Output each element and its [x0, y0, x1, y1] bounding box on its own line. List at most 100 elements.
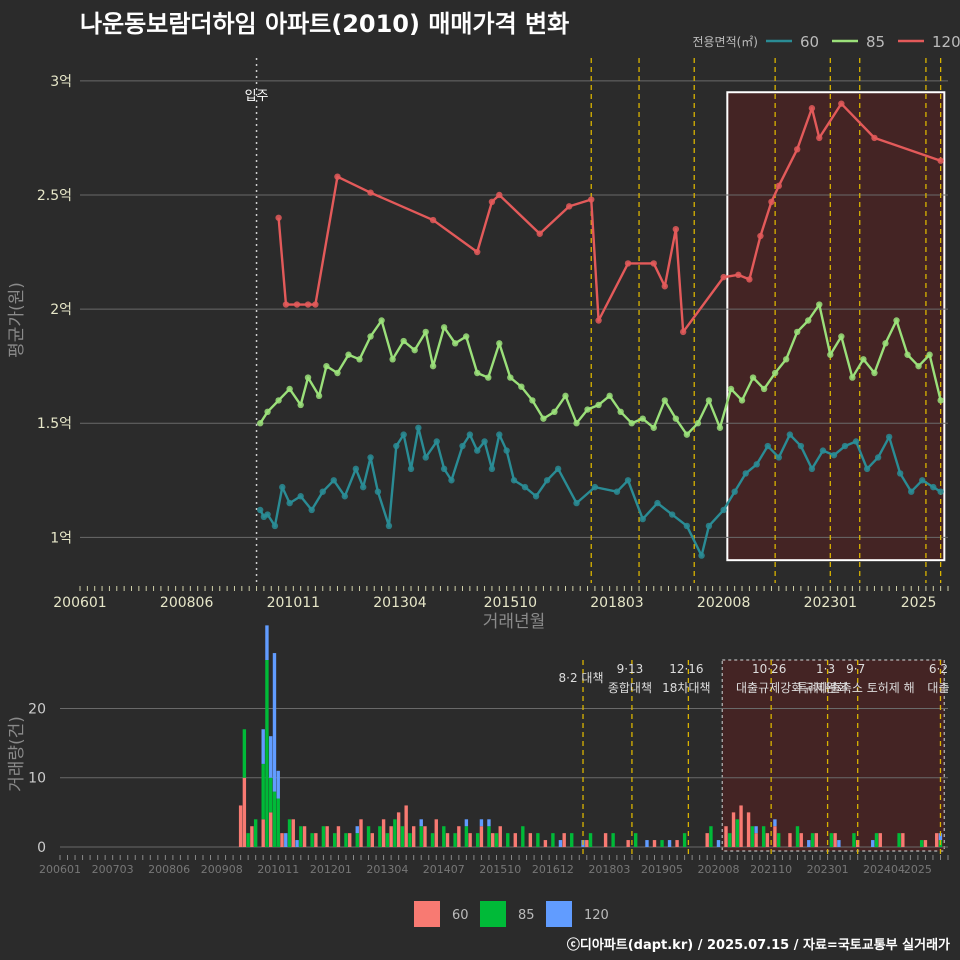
data-point-85 — [749, 374, 757, 381]
data-point-120 — [808, 105, 816, 112]
volume-bar-120 — [419, 819, 423, 827]
data-point-60 — [503, 447, 510, 454]
data-point-120 — [275, 214, 282, 221]
volume-bar-85 — [551, 833, 555, 847]
volume-bar-60 — [479, 826, 484, 847]
x-tick-label: 201011 — [267, 595, 320, 611]
policy-label-line2: 18차대책 — [662, 680, 710, 695]
data-point-60 — [466, 431, 474, 438]
volume-bar-85 — [795, 826, 800, 847]
volume-bar-120 — [276, 770, 280, 799]
volume-bar-85 — [453, 833, 457, 847]
volume-x-tick-label: 201612 — [532, 863, 574, 876]
x-tick-label: 201304 — [373, 595, 427, 611]
credit-text: ⓒ디아파트(dapt.kr) / 2025.07.15 / 자료=국토교통부 실… — [566, 938, 950, 953]
data-point-85 — [540, 415, 547, 422]
legend-label-120: 120 — [932, 33, 960, 51]
data-point-60 — [532, 493, 540, 500]
volume-bar-120 — [773, 819, 777, 827]
data-point-60 — [775, 454, 783, 461]
data-point-85 — [782, 356, 790, 363]
data-point-120 — [334, 173, 341, 180]
volume-bar-60 — [562, 833, 566, 847]
volume-legend-label-60: 60 — [452, 908, 469, 923]
volume-bar-85 — [750, 826, 755, 847]
data-point-85 — [705, 397, 713, 404]
volume-x-tick-label: 201304 — [366, 863, 408, 876]
volume-bar-120 — [265, 625, 269, 660]
data-point-120 — [937, 157, 944, 164]
legend-label-60: 60 — [800, 33, 819, 51]
data-point-60 — [639, 515, 646, 523]
volume-bar-60 — [381, 819, 386, 847]
volume-bar-85 — [272, 791, 277, 847]
volume-bar-120 — [261, 729, 265, 764]
volume-bar-120 — [807, 840, 811, 847]
y-tick-label: 2.5억 — [37, 188, 72, 204]
volume-bar-60 — [652, 840, 657, 847]
volume-bar-85 — [344, 833, 348, 847]
volume-x-tick-label: 201905 — [641, 863, 683, 876]
volume-x-tick-label: 201803 — [588, 863, 630, 876]
data-point-120 — [720, 273, 727, 281]
chart-title: 나운동보람더하임 아파트(2010) 매매가격 변화 — [80, 10, 570, 38]
data-point-85 — [286, 385, 293, 393]
data-point-60 — [400, 431, 407, 438]
policy-label-line2: 대출규제강화 — [736, 681, 802, 695]
data-point-60 — [896, 470, 904, 477]
data-point-85 — [871, 369, 878, 377]
data-point-120 — [768, 198, 775, 206]
volume-x-tick-label: 200703 — [92, 863, 134, 876]
policy-label-line1: 9·7 — [846, 662, 865, 676]
volume-bar-60 — [765, 833, 770, 847]
data-point-60 — [753, 461, 760, 468]
data-point-85 — [400, 337, 407, 345]
data-point-85 — [304, 374, 312, 381]
data-point-85 — [462, 333, 470, 340]
volume-x-tick-label: 201201 — [310, 863, 352, 876]
x-tick-label: 200601 — [53, 595, 106, 611]
data-point-60 — [543, 477, 551, 484]
data-point-60 — [440, 465, 448, 473]
data-point-60 — [407, 465, 415, 473]
policy-label-line1: 12·16 — [669, 662, 703, 676]
data-point-85 — [650, 424, 657, 431]
data-point-85 — [694, 420, 702, 427]
data-point-120 — [588, 196, 595, 203]
highlight-region — [726, 91, 946, 562]
legend-label-85: 85 — [866, 33, 885, 51]
volume-bar-85 — [660, 840, 664, 847]
data-point-120 — [312, 301, 319, 308]
volume-bar-60 — [336, 826, 341, 847]
volume-bar-85 — [393, 819, 397, 847]
y-tick-label: 3억 — [50, 74, 72, 90]
volume-bar-120 — [716, 840, 721, 847]
volume-x-tick-label: 202110 — [750, 863, 792, 876]
volume-bar-85 — [265, 660, 269, 847]
data-point-60 — [308, 506, 315, 514]
data-point-85 — [849, 374, 856, 381]
volume-bar-85 — [829, 833, 834, 847]
data-point-85 — [573, 420, 580, 427]
policy-label-line1: 6·2 — [929, 662, 948, 676]
data-point-60 — [341, 493, 349, 500]
data-point-60 — [863, 465, 871, 473]
volume-legend-key-60 — [414, 901, 440, 927]
data-point-60 — [841, 442, 849, 450]
move-in-label: 입주 — [245, 89, 269, 104]
volume-bar-85 — [919, 840, 924, 847]
data-point-85 — [334, 369, 341, 377]
volume-bar-85 — [385, 833, 390, 847]
data-point-85 — [485, 374, 492, 381]
volume-bar-60 — [833, 833, 837, 847]
data-point-120 — [757, 232, 764, 240]
volume-x-tick-label: 200806 — [148, 863, 190, 876]
volume-bar-120 — [355, 826, 359, 834]
volume-y-tick: 0 — [37, 840, 46, 856]
volume-bar-120 — [558, 840, 563, 847]
x-tick-label: 202008 — [697, 595, 750, 611]
data-point-85 — [683, 431, 691, 438]
volume-bar-85 — [634, 833, 638, 847]
volume-bar-85 — [506, 833, 510, 847]
